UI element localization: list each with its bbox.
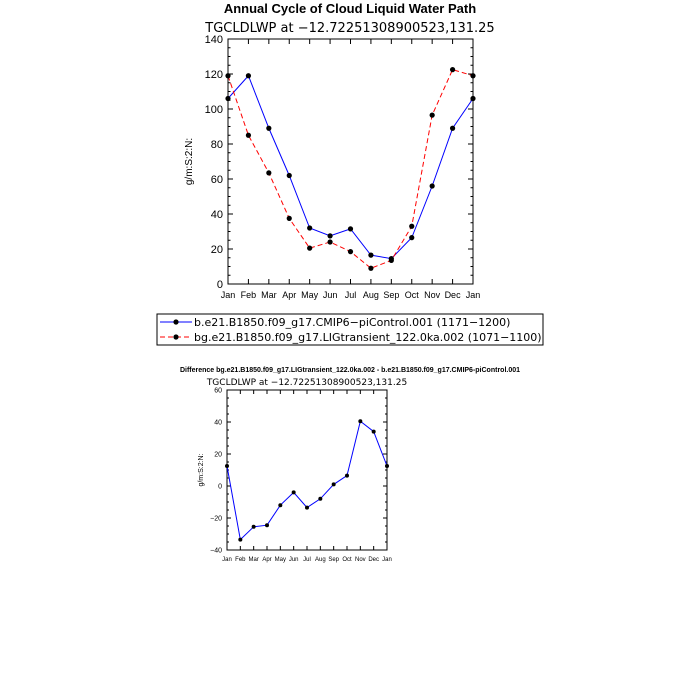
series-line-1 [226, 420, 388, 541]
x-tick-label: Dec [368, 557, 379, 563]
x-tick-label: Apr [282, 290, 296, 300]
axes-frame [226, 389, 388, 551]
x-tick-label: May [301, 290, 319, 300]
y-tick-label: 60 [214, 387, 222, 394]
data-point [245, 132, 252, 138]
data-point [305, 505, 309, 510]
data-point [385, 464, 389, 468]
y-tick-label: −40 [210, 547, 222, 554]
x-tick-label: Oct [342, 557, 352, 563]
x-tick-label: Jan [466, 290, 481, 300]
y-tick-label: 140 [205, 34, 223, 46]
legend-label-1: b.e21.B1850.f09_g17.CMIP6−piControl.001 … [194, 316, 510, 329]
legend-label-2: bg.e21.B1850.f09_g17.LIGtransient_122.0k… [194, 331, 542, 344]
legend-box [156, 313, 544, 346]
data-point [327, 233, 333, 239]
data-point [265, 523, 269, 528]
data-point [225, 95, 231, 102]
y-tick-label: 40 [211, 209, 223, 221]
data-point [449, 67, 456, 73]
data-point [429, 183, 435, 189]
legend: b.e21.B1850.f09_g17.CMIP6−piControl.001 … [156, 313, 544, 346]
chart-title: Annual Cycle of Cloud Liquid Water Path [224, 1, 476, 16]
data-point [470, 95, 476, 102]
x-tick-label: Oct [405, 290, 420, 300]
y-tick-label: 40 [214, 419, 222, 426]
x-tick-label: Jan [221, 290, 236, 300]
x-tick-label: Mar [261, 290, 277, 300]
data-point [331, 482, 336, 487]
x-tick-label: Jun [289, 557, 299, 563]
data-point [388, 257, 394, 263]
y-tick-label: 60 [211, 174, 223, 186]
series-line-2 [227, 69, 474, 269]
data-point [358, 419, 363, 424]
x-tick-label: Jun [323, 290, 338, 300]
x-tick-label: Aug [363, 290, 379, 300]
data-point [368, 265, 374, 271]
data-point [307, 225, 313, 231]
data-point [286, 172, 292, 179]
data-point [318, 496, 323, 501]
x-tick-label: Sep [383, 290, 399, 300]
data-point [371, 429, 376, 434]
data-point [347, 226, 354, 232]
data-point [286, 215, 292, 221]
data-point [278, 503, 283, 508]
data-point [225, 464, 229, 468]
data-point [347, 249, 354, 255]
data-point [409, 235, 415, 241]
data-point [238, 537, 243, 542]
x-tick-label: Dec [445, 290, 462, 300]
x-tick-label: Jan [382, 557, 392, 563]
x-tick-label: Feb [241, 290, 257, 300]
data-point [449, 125, 456, 131]
y-tick-label: 20 [211, 244, 223, 256]
y-axis-label: g/m:S:2:N: [198, 453, 205, 486]
data-point [429, 112, 435, 118]
x-tick-label: Jul [303, 557, 311, 563]
y-tick-label: 100 [205, 104, 223, 116]
data-point [266, 125, 272, 131]
x-tick-label: Jan [222, 557, 232, 563]
x-tick-label: Nov [424, 290, 441, 300]
y-tick-label: 0 [218, 483, 222, 490]
x-tick-label: Jul [345, 290, 357, 300]
x-tick-label: Aug [315, 557, 326, 563]
chart-subtitle: TGCLDLWP at −12.72251308900523,131.25 [206, 378, 407, 388]
legend-marker [173, 319, 179, 325]
plot-area: 0 20 40 60 80 100 120 140 Jan Feb Mar Apr May Jun Jul A… [205, 34, 481, 300]
difference-chart: Difference bg.e21.B1850.f09_g17.LIGtrans… [180, 367, 520, 563]
axes-frame [227, 38, 474, 285]
x-tick-label: May [275, 557, 286, 563]
data-point [291, 490, 296, 495]
y-tick-label: −20 [210, 515, 222, 522]
data-point [368, 252, 374, 258]
y-tick-label: 20 [214, 451, 222, 458]
x-tick-label: Nov [355, 557, 366, 563]
data-point [251, 524, 256, 529]
data-point [409, 223, 415, 229]
x-tick-label: Sep [328, 557, 339, 563]
data-point [245, 73, 252, 79]
legend-marker [173, 334, 179, 340]
chart-title: Difference bg.e21.B1850.f09_g17.LIGtrans… [180, 367, 520, 374]
data-point [266, 170, 272, 176]
x-tick-label: Apr [262, 557, 271, 563]
data-point [345, 473, 349, 478]
y-axis-label: g/m:S:2:N: [184, 138, 195, 185]
x-tick-label: Mar [248, 557, 258, 563]
y-tick-label: 120 [205, 69, 223, 81]
data-point [307, 245, 313, 251]
data-point [327, 239, 333, 245]
data-point [225, 73, 231, 79]
annual-cycle-chart: Annual Cycle of Cloud Liquid Water Path … [156, 1, 544, 346]
x-tick-label: Feb [235, 557, 246, 563]
chart-subtitle: TGCLDLWP at −12.72251308900523,131.25 [204, 21, 494, 36]
y-tick-label: 80 [211, 139, 223, 151]
data-point [470, 73, 476, 79]
y-tick-label: 0 [217, 279, 223, 291]
